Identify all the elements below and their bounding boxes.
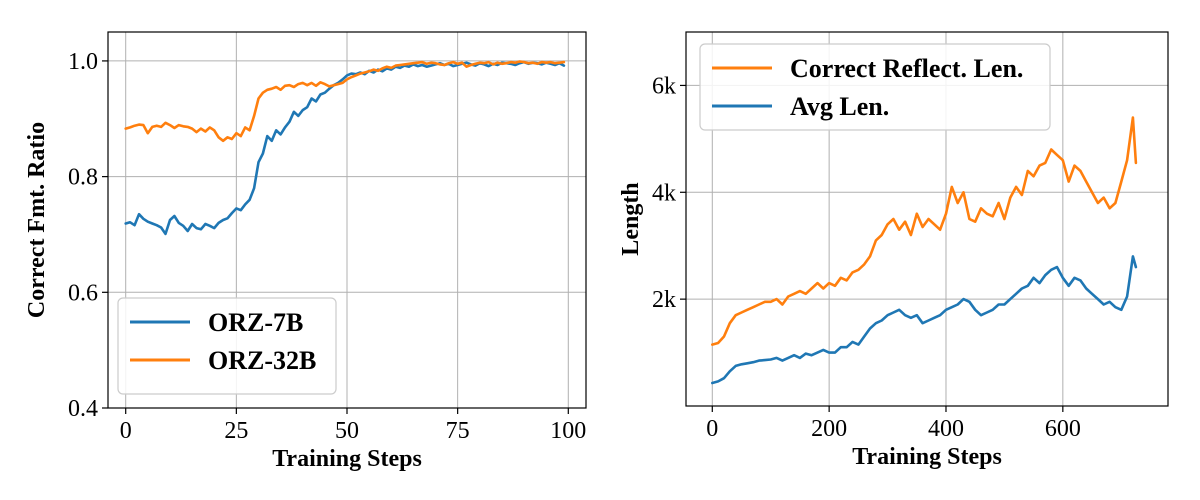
y-tick-label: 0.8 bbox=[68, 165, 98, 191]
x-tick-label: 50 bbox=[335, 418, 359, 444]
legend-label-orz-7b: ORZ-7B bbox=[208, 308, 303, 337]
plot-area-frame bbox=[685, 31, 1169, 407]
series-lines bbox=[124, 60, 566, 236]
x-tick-label: 100 bbox=[550, 418, 586, 444]
x-tick-label: 200 bbox=[811, 416, 847, 442]
legend-label-avg-len: Avg Len. bbox=[790, 92, 889, 121]
ticks: 0 25 50 75 100 0.4 0.6 0.8 1.0 bbox=[68, 49, 586, 444]
x-tick-label: 0 bbox=[120, 418, 132, 444]
legend-label-correct-reflect-len: Correct Reflect. Len. bbox=[790, 54, 1023, 83]
series-line-correct-reflect-len bbox=[710, 116, 1138, 346]
y-tick-label: 2k bbox=[652, 287, 676, 313]
x-tick-label: 0 bbox=[706, 416, 718, 442]
x-tick-label: 25 bbox=[224, 418, 248, 444]
y-tick-label: 0.4 bbox=[68, 396, 98, 422]
x-axis-label: Training Steps bbox=[852, 444, 1002, 470]
y-tick-label: 1.0 bbox=[68, 49, 98, 75]
x-tick-label: 400 bbox=[928, 416, 964, 442]
y-axis-label: Correct Fmt. Ratio bbox=[24, 122, 50, 318]
chart-length: 0 200 400 600 2k 4k 6k Training Steps Length C… bbox=[618, 31, 1169, 470]
y-tick-label: 6k bbox=[652, 73, 676, 99]
series-line-orz-7b bbox=[124, 60, 566, 236]
legend-label-orz-32b: ORZ-32B bbox=[208, 346, 316, 375]
ticks: 0 200 400 600 2k 4k 6k bbox=[652, 73, 1081, 442]
x-tick-label: 600 bbox=[1045, 416, 1081, 442]
legend: Correct Reflect. Len. Avg Len. bbox=[699, 43, 1051, 131]
chart-correct-format-ratio: 0 25 50 75 100 0.4 0.6 0.8 1.0 Training Steps Co… bbox=[24, 31, 587, 472]
series-lines bbox=[710, 116, 1138, 385]
series-line-orz-32b bbox=[124, 60, 566, 143]
legend: ORZ-7B ORZ-32B bbox=[117, 297, 337, 395]
y-axis-label: Length bbox=[618, 182, 644, 255]
legend-box bbox=[699, 43, 1051, 131]
y-tick-label: 4k bbox=[652, 180, 676, 206]
y-tick-label: 0.6 bbox=[68, 280, 98, 306]
series-line-avg-len bbox=[710, 255, 1138, 385]
x-tick-label: 75 bbox=[446, 418, 470, 444]
x-axis-label: Training Steps bbox=[272, 446, 422, 472]
